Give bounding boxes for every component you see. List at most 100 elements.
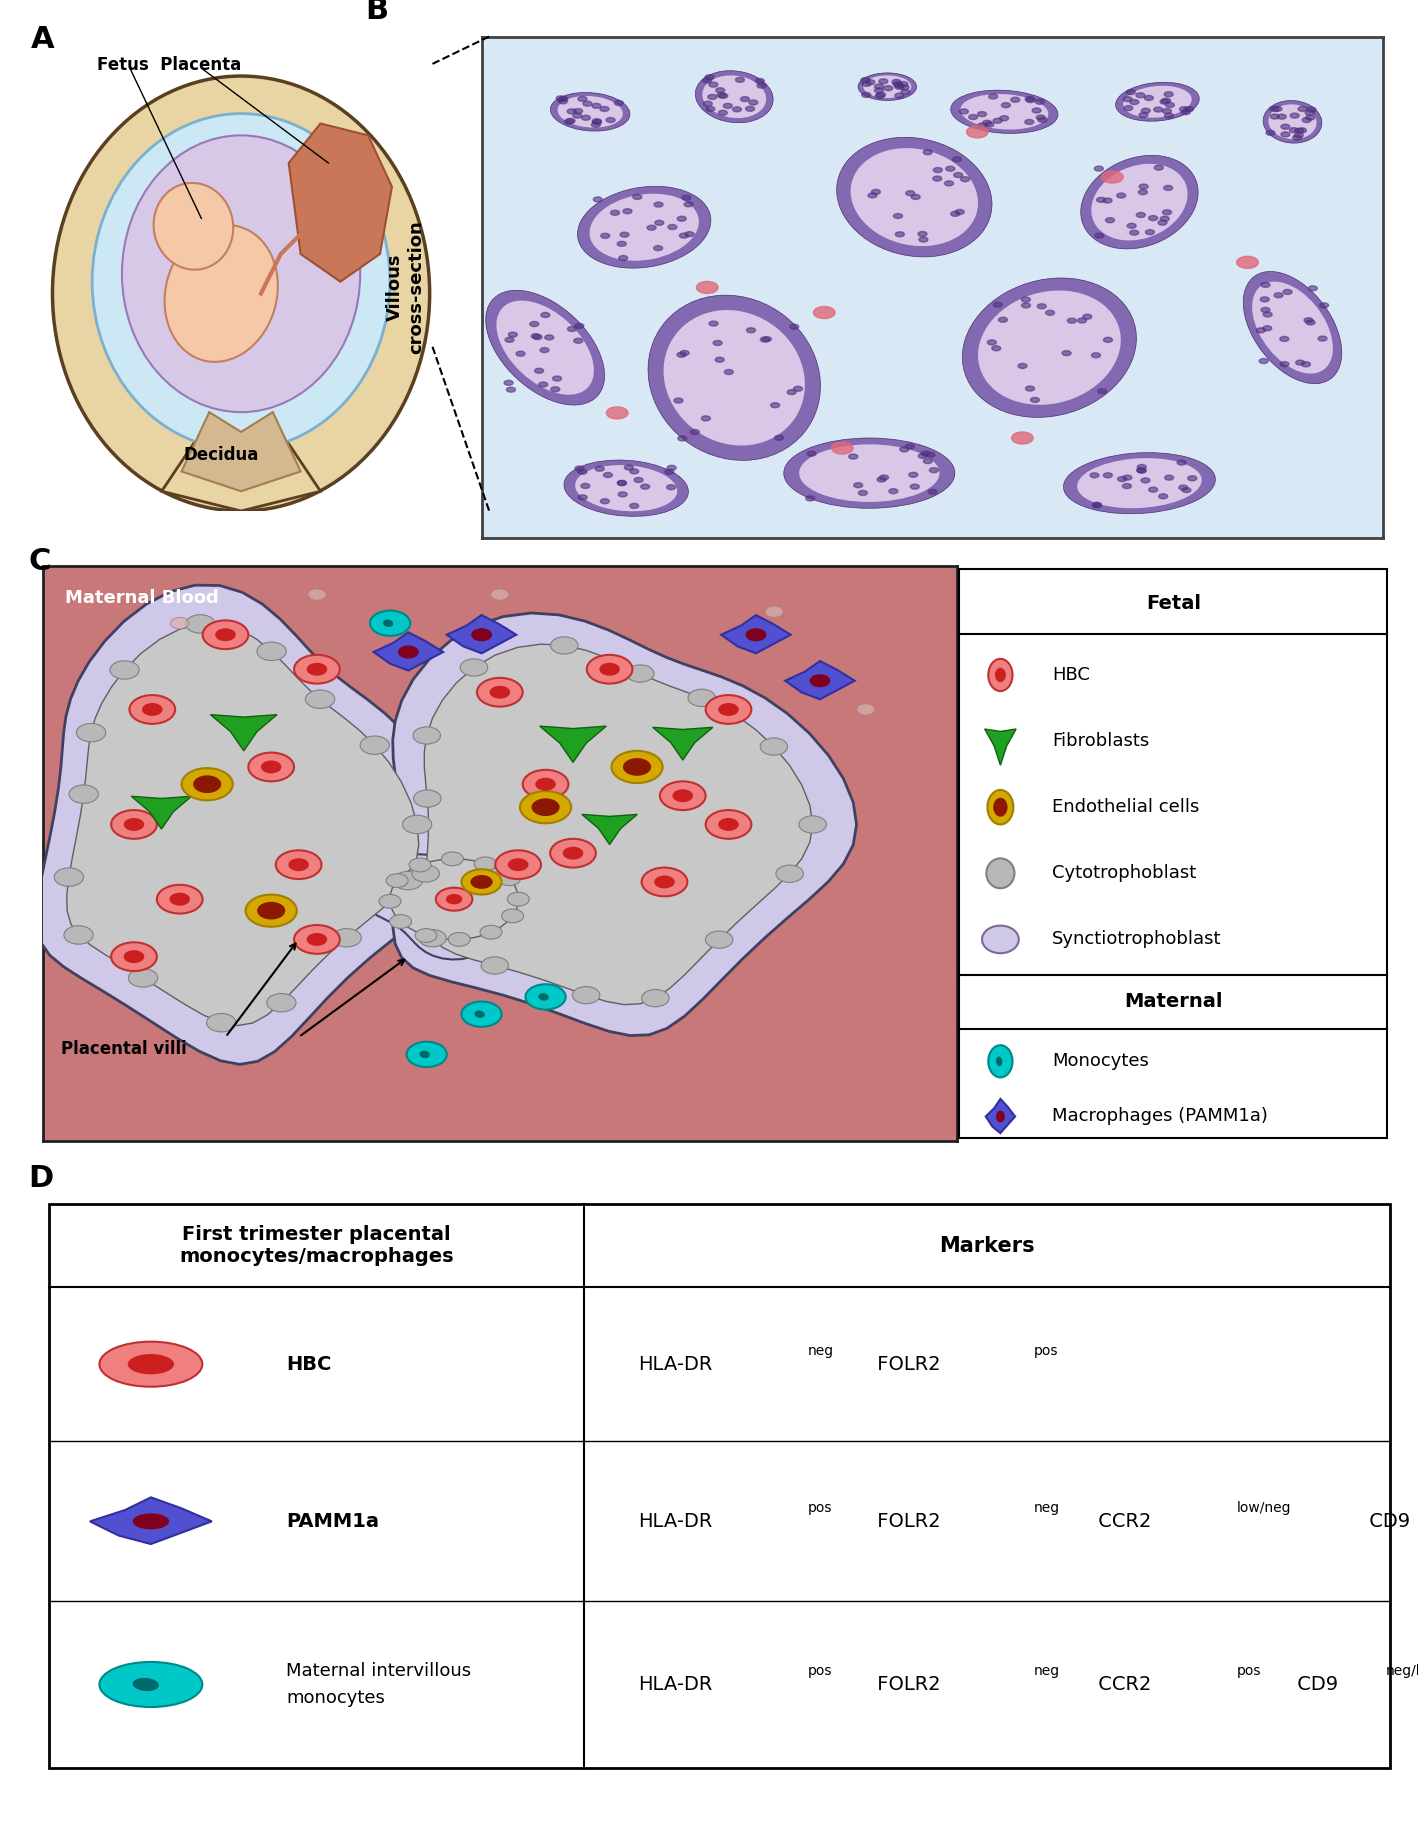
Circle shape — [1160, 215, 1170, 221]
Circle shape — [706, 695, 752, 725]
Circle shape — [1078, 318, 1086, 323]
Circle shape — [634, 478, 644, 482]
Circle shape — [579, 97, 587, 102]
Circle shape — [988, 1046, 1012, 1077]
Circle shape — [506, 387, 516, 392]
Circle shape — [461, 869, 502, 894]
Circle shape — [1127, 223, 1136, 228]
Circle shape — [1320, 303, 1329, 308]
Circle shape — [665, 469, 674, 475]
Circle shape — [854, 484, 862, 487]
Circle shape — [495, 850, 542, 880]
Circle shape — [623, 208, 632, 214]
Circle shape — [718, 93, 726, 97]
Circle shape — [676, 352, 686, 358]
Circle shape — [1188, 476, 1197, 480]
Circle shape — [386, 874, 408, 887]
Circle shape — [814, 307, 835, 319]
Ellipse shape — [864, 75, 912, 99]
Circle shape — [370, 611, 410, 635]
Circle shape — [1090, 473, 1099, 478]
Circle shape — [1141, 478, 1150, 484]
Circle shape — [666, 465, 676, 471]
Circle shape — [574, 323, 584, 328]
Circle shape — [718, 818, 739, 830]
Circle shape — [1130, 230, 1139, 235]
Circle shape — [1293, 135, 1302, 141]
Ellipse shape — [132, 1677, 159, 1692]
Circle shape — [1001, 102, 1011, 108]
Circle shape — [620, 232, 630, 237]
Polygon shape — [37, 586, 457, 1064]
Circle shape — [910, 484, 919, 489]
Circle shape — [532, 798, 560, 816]
Circle shape — [909, 473, 917, 478]
Circle shape — [866, 80, 875, 84]
Polygon shape — [786, 661, 855, 699]
Circle shape — [1038, 303, 1046, 308]
Circle shape — [474, 858, 496, 871]
Text: First trimester placental
monocytes/macrophages: First trimester placental monocytes/macr… — [180, 1225, 454, 1267]
Circle shape — [1295, 133, 1303, 139]
Ellipse shape — [539, 993, 549, 1000]
Circle shape — [912, 195, 920, 199]
Circle shape — [267, 993, 296, 1011]
Circle shape — [856, 704, 875, 715]
Circle shape — [1098, 389, 1106, 394]
Circle shape — [591, 122, 600, 128]
Circle shape — [1068, 318, 1076, 323]
Circle shape — [99, 1663, 203, 1706]
Circle shape — [1025, 387, 1035, 391]
Text: B: B — [364, 0, 389, 26]
Text: monocytes: monocytes — [286, 1688, 386, 1706]
Circle shape — [567, 327, 576, 332]
Circle shape — [186, 615, 216, 633]
Circle shape — [960, 110, 968, 113]
Circle shape — [746, 328, 756, 332]
Circle shape — [681, 350, 689, 356]
Circle shape — [679, 234, 689, 237]
Circle shape — [933, 168, 943, 173]
Circle shape — [1083, 314, 1092, 319]
Circle shape — [540, 347, 549, 352]
Text: Endothelial cells: Endothelial cells — [1052, 798, 1200, 816]
Polygon shape — [986, 1099, 1015, 1133]
Circle shape — [642, 989, 669, 1007]
Circle shape — [553, 376, 562, 381]
Text: HLA-DR: HLA-DR — [638, 1354, 713, 1374]
Circle shape — [702, 416, 710, 422]
Circle shape — [1295, 128, 1303, 133]
Circle shape — [461, 659, 488, 675]
Circle shape — [862, 93, 871, 97]
Ellipse shape — [1252, 281, 1333, 374]
Circle shape — [207, 1013, 235, 1031]
Polygon shape — [722, 615, 791, 653]
Circle shape — [617, 480, 627, 485]
Circle shape — [257, 902, 285, 920]
Text: FOLR2: FOLR2 — [871, 1354, 942, 1374]
Circle shape — [688, 690, 716, 706]
Circle shape — [899, 82, 908, 86]
Circle shape — [445, 894, 462, 905]
Circle shape — [170, 617, 189, 630]
Ellipse shape — [52, 77, 430, 511]
Circle shape — [182, 768, 233, 801]
Circle shape — [1266, 130, 1275, 135]
Ellipse shape — [550, 93, 630, 131]
Circle shape — [977, 122, 987, 128]
Circle shape — [1178, 485, 1188, 491]
Circle shape — [794, 387, 803, 391]
Ellipse shape — [557, 97, 623, 128]
Text: neg: neg — [1034, 1502, 1059, 1515]
Circle shape — [526, 984, 566, 1009]
Ellipse shape — [496, 301, 594, 394]
Circle shape — [718, 703, 739, 715]
Circle shape — [929, 467, 939, 473]
Circle shape — [917, 232, 927, 237]
Circle shape — [713, 341, 722, 345]
Polygon shape — [373, 631, 444, 670]
Circle shape — [674, 398, 683, 403]
Circle shape — [556, 97, 566, 100]
Circle shape — [418, 929, 447, 947]
Circle shape — [790, 325, 798, 328]
